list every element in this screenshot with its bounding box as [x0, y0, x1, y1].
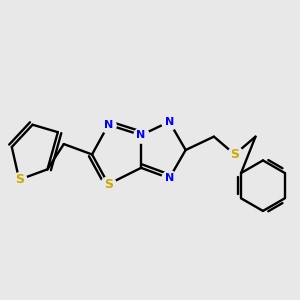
Text: N: N: [104, 120, 113, 130]
Text: S: S: [104, 178, 113, 191]
Text: N: N: [165, 117, 174, 127]
Text: N: N: [136, 130, 146, 140]
Text: N: N: [165, 173, 174, 183]
Text: S: S: [230, 148, 239, 161]
Text: S: S: [15, 173, 24, 186]
